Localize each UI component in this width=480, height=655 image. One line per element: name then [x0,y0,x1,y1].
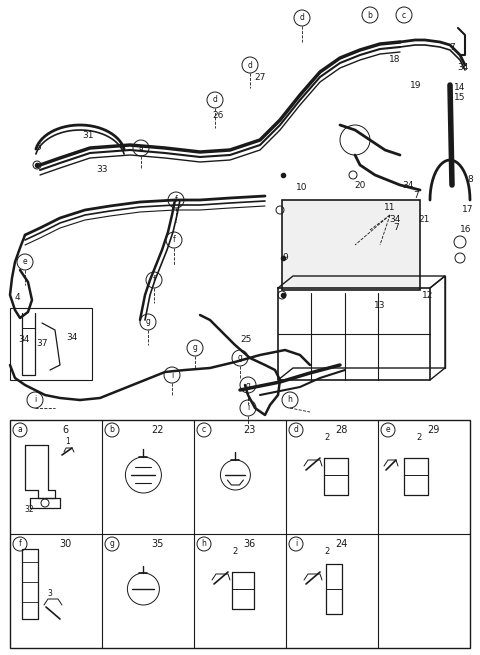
Text: 34: 34 [402,181,414,189]
Text: 7: 7 [449,43,455,52]
Text: i: i [295,540,297,548]
Text: 6: 6 [62,425,68,435]
Text: h: h [202,540,206,548]
Text: 14: 14 [454,83,466,92]
Text: e: e [23,257,27,267]
Text: 15: 15 [454,94,466,102]
Text: f: f [175,195,178,204]
Text: 16: 16 [460,225,472,234]
Text: 2: 2 [325,548,330,557]
Text: g: g [145,318,150,326]
Text: 24: 24 [335,539,348,549]
Text: 29: 29 [427,425,439,435]
Text: 34: 34 [389,215,401,225]
Text: 8: 8 [467,176,473,185]
Text: 20: 20 [354,181,366,189]
Text: 36: 36 [243,539,255,549]
Text: f: f [173,236,175,244]
Text: 33: 33 [96,166,108,174]
Text: 2: 2 [417,434,422,443]
Text: b: b [109,426,114,434]
Text: b: b [368,10,372,20]
Text: 23: 23 [243,425,255,435]
Text: 18: 18 [389,56,401,64]
Text: g: g [192,343,197,352]
Text: 10: 10 [296,183,308,193]
Text: 7: 7 [393,223,399,233]
Text: 7: 7 [413,191,419,200]
Text: 34: 34 [66,333,78,343]
Text: 17: 17 [462,206,474,214]
Text: g: g [246,381,251,390]
Text: 22: 22 [151,425,164,435]
Text: c: c [202,426,206,434]
Text: 2: 2 [325,434,330,443]
Text: 3: 3 [48,590,52,599]
Text: 30: 30 [59,539,72,549]
Text: i: i [171,371,173,379]
Text: 9: 9 [282,253,288,263]
Bar [10,308,92,380]
Text: 37: 37 [36,339,48,348]
Text: a: a [18,426,23,434]
Text: 4: 4 [15,293,21,303]
Text: 32: 32 [24,506,34,514]
Text: 11: 11 [384,204,396,212]
Text: d: d [213,96,217,105]
Text: 19: 19 [410,81,422,90]
Bar [282,200,420,290]
Text: f: f [19,540,22,548]
Text: 34: 34 [18,335,29,345]
Text: c: c [402,10,406,20]
Text: 13: 13 [374,301,386,310]
Text: 27: 27 [254,73,266,83]
Text: i: i [247,403,249,413]
Text: 5: 5 [35,143,41,153]
Text: 35: 35 [151,539,163,549]
Text: d: d [300,14,304,22]
Text: g: g [109,540,114,548]
Text: 25: 25 [240,335,252,345]
Text: 31: 31 [82,130,94,140]
Text: 1: 1 [66,438,71,447]
Text: d: d [248,60,252,69]
Text: h: h [288,396,292,405]
Text: f: f [153,276,156,284]
Text: i: i [34,396,36,405]
Text: 26: 26 [212,111,224,119]
Text: 28: 28 [335,425,348,435]
Text: 34: 34 [457,64,468,73]
Text: g: g [238,354,242,362]
Text: a: a [139,143,144,153]
Text: 12: 12 [422,291,434,299]
Text: d: d [294,426,299,434]
Bar [10,420,470,648]
Text: 21: 21 [418,215,430,225]
Text: e: e [386,426,390,434]
Text: 2: 2 [233,548,238,557]
